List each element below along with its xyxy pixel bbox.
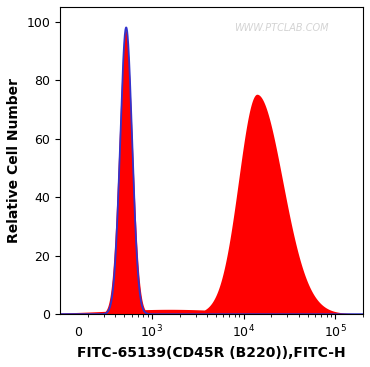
Y-axis label: Relative Cell Number: Relative Cell Number: [7, 78, 21, 243]
Text: 0: 0: [74, 327, 82, 339]
X-axis label: FITC-65139(CD45R (B220)),FITC-H: FITC-65139(CD45R (B220)),FITC-H: [77, 346, 346, 360]
Text: WWW.PTCLAB.COM: WWW.PTCLAB.COM: [234, 23, 329, 33]
